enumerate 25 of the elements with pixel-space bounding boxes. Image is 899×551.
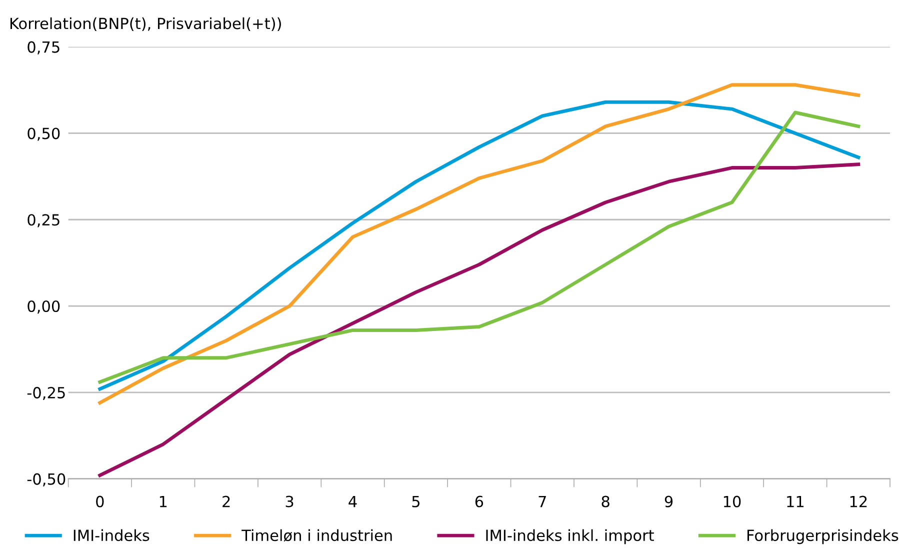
legend-label: Forbrugerprisindeks: [747, 529, 898, 544]
y-axis-title: Korrelation(BNP(t), Prisvariabel(+t)): [10, 17, 281, 32]
y-tick-label: 0,50: [28, 128, 60, 141]
x-tick-label: 0: [96, 496, 104, 508]
y-tick-label: 0,75: [28, 41, 60, 54]
x-tick-label: 9: [664, 496, 673, 508]
x-tick-label: 12: [850, 496, 867, 508]
y-tick-label: 0,00: [28, 300, 60, 314]
x-tick-label: 1: [160, 496, 167, 508]
x-tick-label: 2: [222, 496, 230, 508]
legend-label: Timeløn i industrien: [242, 529, 392, 542]
legend-label: IMI-indeks: [74, 529, 150, 542]
x-tick-label: 4: [348, 496, 357, 508]
x-tick-label: 8: [602, 496, 610, 508]
y-tick-label: 0,25: [28, 214, 60, 228]
x-tick-label: 11: [787, 496, 804, 508]
x-tick-label: 3: [286, 496, 294, 508]
x-tick-label: 6: [475, 496, 484, 508]
x-tick-label: 5: [412, 496, 420, 508]
legend-label: IMI-indeks inkl. import: [486, 529, 654, 544]
y-tick-label: -0,25: [27, 386, 65, 400]
y-tick-label: -0,50: [27, 473, 66, 486]
x-tick-label: 7: [538, 496, 546, 508]
line-series: [98, 162, 860, 478]
x-tick-label: 10: [724, 496, 741, 508]
